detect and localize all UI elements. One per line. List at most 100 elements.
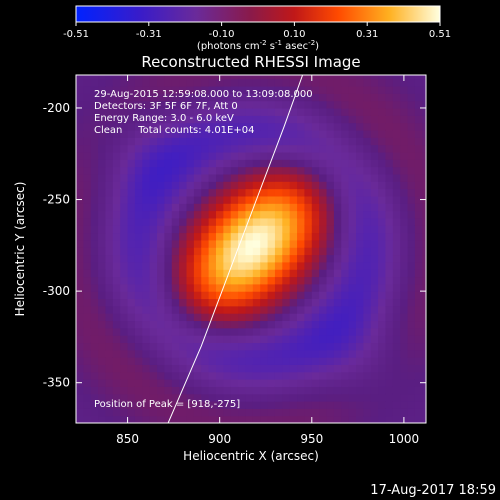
heatmap-cell <box>208 195 217 204</box>
heatmap-cell <box>414 137 423 146</box>
heatmap-cell <box>164 159 173 168</box>
heatmap-cell <box>171 122 180 131</box>
heatmap-cell <box>83 129 92 138</box>
heatmap-cell <box>142 188 151 197</box>
heatmap-cell <box>149 276 158 285</box>
heatmap-cell <box>90 393 99 402</box>
heatmap-cell <box>186 386 195 395</box>
heatmap-cell <box>392 401 401 409</box>
heatmap-cell <box>193 327 202 336</box>
heatmap-cell <box>319 364 328 373</box>
heatmap-cell <box>319 283 328 292</box>
heatmap-cell <box>260 137 269 146</box>
heatmap-cell <box>142 144 151 153</box>
heatmap-cell <box>201 305 210 314</box>
heatmap-cell <box>76 254 84 263</box>
heatmap-cell <box>149 320 158 329</box>
heatmap-cell <box>186 313 195 322</box>
heatmap-cell <box>326 386 335 395</box>
heatmap-cell <box>105 195 114 204</box>
heatmap-cell <box>230 122 239 131</box>
heatmap-cell <box>422 342 426 351</box>
heatmap-cell <box>311 107 320 116</box>
heatmap-cell <box>223 291 232 300</box>
heatmap-cell <box>378 313 387 322</box>
heatmap-cell <box>127 386 136 395</box>
heatmap-cell <box>98 371 107 380</box>
heatmap-cell <box>186 408 195 417</box>
heatmap-cell <box>83 173 92 182</box>
heatmap-cell <box>157 210 166 219</box>
heatmap-cell <box>179 298 188 307</box>
heatmap-cell <box>319 313 328 322</box>
heatmap-cell <box>230 349 239 358</box>
heatmap-cell <box>348 217 357 226</box>
heatmap-cell <box>230 283 239 292</box>
heatmap-cell <box>223 78 232 87</box>
heatmap-cell <box>348 276 357 285</box>
heatmap-cell <box>392 320 401 329</box>
heatmap-cell <box>105 75 114 80</box>
heatmap-cell <box>90 107 99 116</box>
heatmap-cell <box>252 408 261 417</box>
heatmap-cell <box>267 115 276 124</box>
heatmap-cell <box>407 371 416 380</box>
heatmap-cell <box>282 276 291 285</box>
heatmap-cell <box>326 203 335 212</box>
heatmap-cell <box>171 342 180 351</box>
heatmap-cell <box>127 313 136 322</box>
heatmap-cell <box>392 75 401 80</box>
heatmap-cell <box>348 393 357 402</box>
heatmap-cell <box>201 210 210 219</box>
heatmap-cell <box>171 357 180 365</box>
heatmap-cell <box>245 225 254 234</box>
heatmap-cell <box>112 327 121 336</box>
heatmap-cell <box>348 181 357 190</box>
heatmap-cell <box>201 166 210 175</box>
heatmap-cell <box>134 144 143 153</box>
heatmap-cell <box>193 364 202 373</box>
heatmap-cell <box>289 225 298 234</box>
heatmap-cell <box>223 115 232 124</box>
heatmap-cell <box>171 335 180 344</box>
heatmap-cell <box>120 291 129 300</box>
heatmap-cell <box>297 159 306 168</box>
heatmap-cell <box>319 247 328 256</box>
heatmap-cell <box>304 129 313 138</box>
heatmap-cell <box>385 386 394 395</box>
heatmap-cell <box>385 357 394 365</box>
heatmap-cell <box>157 151 166 160</box>
heatmap-cell <box>134 283 143 292</box>
heatmap-cell <box>238 408 247 417</box>
heatmap-cell <box>245 137 254 146</box>
heatmap-cell <box>193 386 202 395</box>
heatmap-cell <box>267 78 276 87</box>
heatmap-cell <box>341 408 350 417</box>
heatmap-cell <box>363 342 372 351</box>
heatmap-cell <box>385 335 394 344</box>
heatmap-cell <box>400 386 409 395</box>
heatmap-cell <box>98 129 107 138</box>
heatmap-cell <box>289 401 298 409</box>
heatmap-cell <box>260 93 269 102</box>
heatmap-cell <box>208 107 217 116</box>
heatmap-cell <box>252 276 261 285</box>
heatmap-cell <box>333 386 342 395</box>
heatmap-cell <box>120 239 129 248</box>
heatmap-cell <box>319 342 328 351</box>
heatmap-cell <box>370 122 379 131</box>
heatmap-cell <box>171 75 180 80</box>
heatmap-cell <box>216 335 224 344</box>
heatmap-cell <box>223 217 232 226</box>
heatmap-cell <box>216 107 224 116</box>
heatmap-cell <box>304 247 313 256</box>
heatmap-cell <box>311 327 320 336</box>
heatmap-cell <box>142 291 151 300</box>
heatmap-cell <box>267 401 276 409</box>
heatmap-cell <box>311 232 320 241</box>
heatmap-cell <box>252 93 261 102</box>
heatmap-cell <box>392 415 401 423</box>
heatmap-cell <box>120 379 129 387</box>
heatmap-cell <box>134 247 143 256</box>
heatmap-cell <box>164 298 173 307</box>
